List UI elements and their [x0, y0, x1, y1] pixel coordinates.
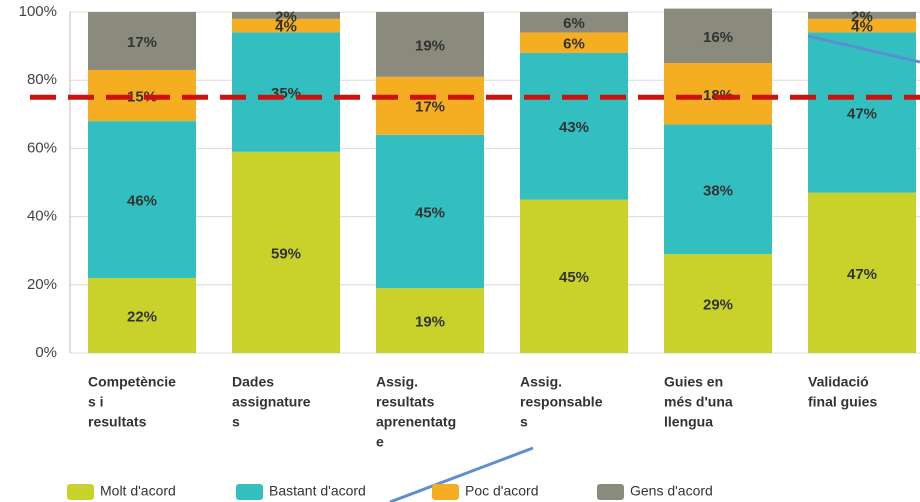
legend-swatch — [236, 484, 263, 500]
bar-segment — [664, 8, 772, 64]
legend-swatch — [597, 484, 624, 500]
data-label: 17% — [127, 34, 157, 51]
bar-segment — [232, 12, 340, 19]
data-label: 43% — [559, 119, 589, 136]
bar-segment — [664, 254, 772, 353]
data-label: 45% — [559, 269, 589, 286]
y-tick-label: 40% — [27, 208, 57, 225]
x-tick-label: e — [376, 434, 384, 450]
data-label: 6% — [563, 36, 585, 53]
bar-segment — [808, 32, 916, 193]
data-label: 29% — [703, 297, 733, 314]
bar-segment — [88, 277, 196, 353]
x-tick-label: final guies — [808, 394, 877, 410]
x-tick-label: responsable — [520, 394, 603, 410]
data-label: 38% — [703, 182, 733, 199]
bar-segment — [376, 76, 484, 135]
bar-segment — [808, 12, 916, 19]
data-label: 59% — [271, 245, 301, 262]
y-tick-label: 0% — [35, 344, 57, 361]
bar-segment — [664, 124, 772, 255]
data-label: 15% — [127, 89, 157, 106]
data-label: 47% — [847, 266, 877, 283]
bar-segment — [232, 151, 340, 353]
bar-segment — [88, 12, 196, 70]
data-label: 4% — [851, 19, 873, 36]
data-label: 4% — [275, 19, 297, 36]
bar-segment — [520, 32, 628, 53]
x-tick-label: Assig. — [520, 374, 562, 390]
data-label: 17% — [415, 99, 445, 116]
data-label: 2% — [851, 8, 873, 25]
bar-segment — [232, 32, 340, 152]
x-tick-label: més d'una — [664, 394, 733, 410]
bar-segment — [664, 63, 772, 125]
data-label: 6% — [563, 15, 585, 32]
bar-segment — [520, 12, 628, 33]
bar-segment — [808, 192, 916, 353]
legend-label: Gens d'acord — [630, 483, 713, 499]
bar-segment — [808, 18, 916, 33]
data-label: 16% — [703, 29, 733, 46]
legend-swatch — [432, 484, 459, 500]
x-tick-label: resultats — [88, 414, 147, 430]
x-tick-label: resultats — [376, 394, 435, 410]
x-tick-label: s i — [88, 394, 104, 410]
bar-segment — [520, 52, 628, 200]
x-tick-label: s — [520, 414, 528, 430]
x-tick-label: Competèncie — [88, 374, 176, 390]
x-tick-label: assignature — [232, 394, 311, 410]
x-tick-label: llengua — [664, 414, 713, 430]
legend-swatch — [67, 484, 94, 500]
bar-segment — [376, 288, 484, 353]
x-tick-label: Assig. — [376, 374, 418, 390]
legend-label: Bastant d'acord — [269, 483, 366, 499]
x-tick-label: Validació — [808, 374, 869, 390]
y-tick-label: 80% — [27, 71, 57, 88]
data-label: 47% — [847, 106, 877, 123]
legend-label: Molt d'acord — [100, 483, 176, 499]
overlay-stroke — [389, 446, 534, 502]
legend-label: Poc d'acord — [465, 483, 539, 499]
x-tick-label: Guies en — [664, 374, 723, 390]
bar-segment — [232, 18, 340, 33]
data-label: 22% — [127, 308, 157, 325]
y-tick-label: 100% — [19, 3, 57, 20]
x-tick-label: aprenentatg — [376, 414, 456, 430]
data-label: 19% — [415, 314, 445, 331]
bar-segment — [376, 12, 484, 77]
x-tick-label: Dades — [232, 374, 274, 390]
data-label: 45% — [415, 204, 445, 221]
data-label: 46% — [127, 193, 157, 210]
bar-segment — [376, 134, 484, 289]
y-tick-label: 20% — [27, 276, 57, 293]
data-label: 19% — [415, 37, 445, 54]
bar-segment — [520, 199, 628, 353]
x-tick-label: s — [232, 414, 240, 430]
data-label: 2% — [275, 8, 297, 25]
overlay-stroke — [807, 34, 920, 64]
bar-segment — [88, 121, 196, 278]
y-tick-label: 60% — [27, 139, 57, 156]
